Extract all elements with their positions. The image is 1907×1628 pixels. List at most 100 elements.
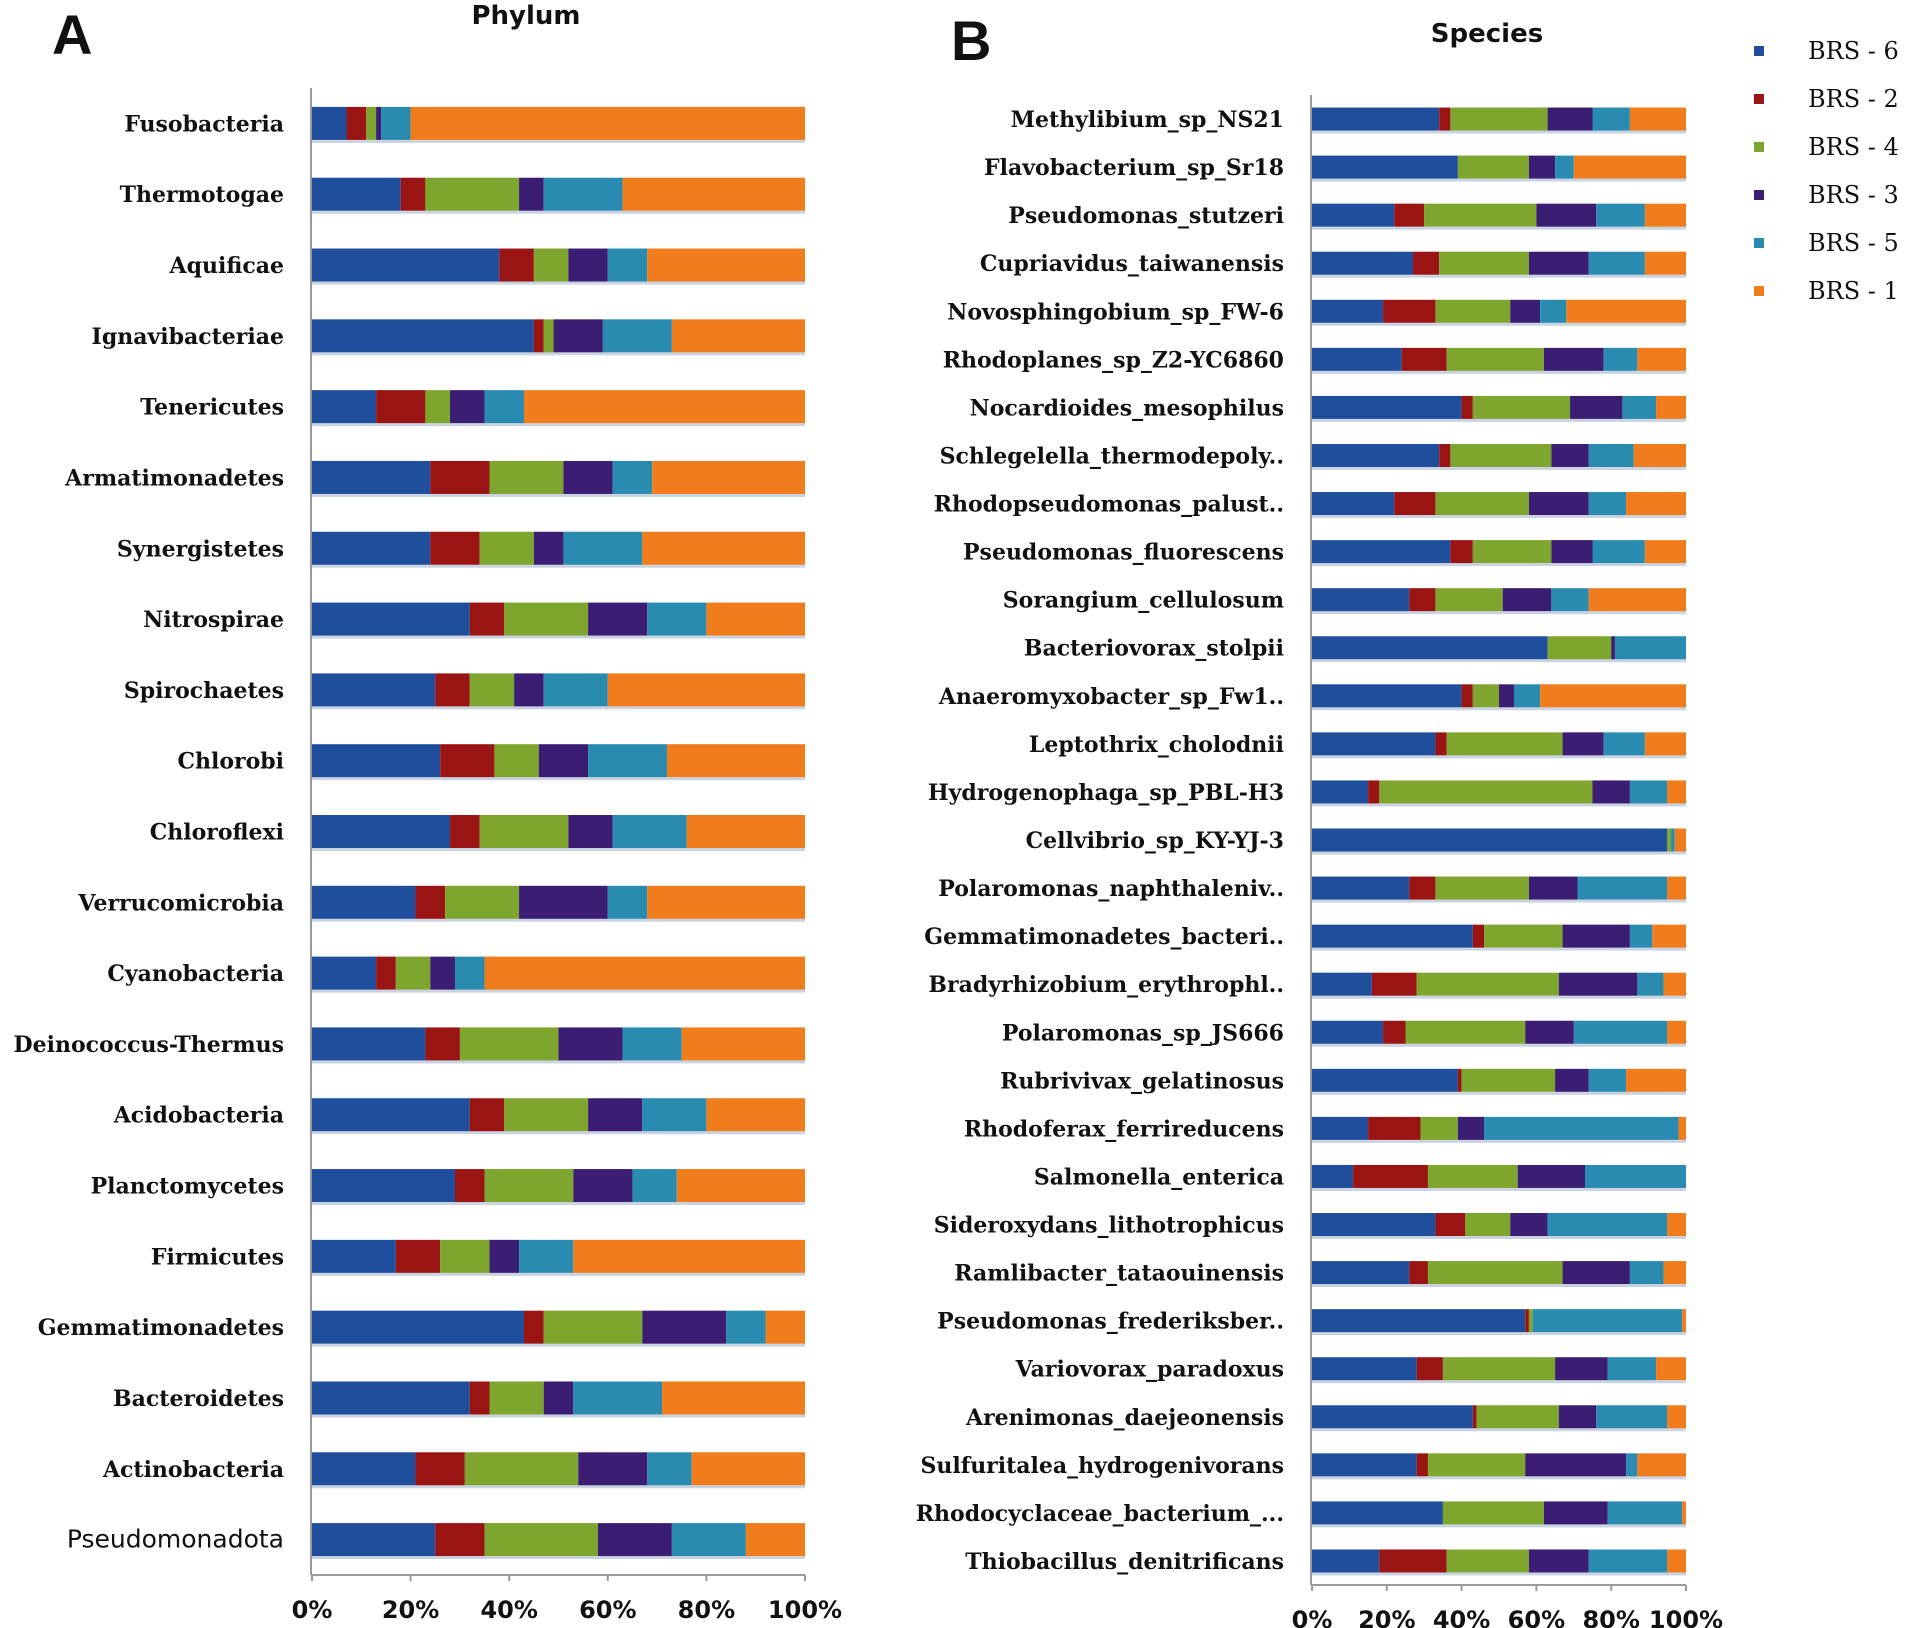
panel-b-bar-sideroxydans-lithotrophicus-brs-5 xyxy=(1547,1213,1668,1237)
panel-b-bar-flavobacterium-sp-sr18-brs-6 xyxy=(1312,155,1458,179)
legend-label-brs-4: BRS - 4 xyxy=(1808,133,1899,161)
panel-a-bar-chloroflexi-brs-2 xyxy=(450,815,480,848)
panel-a-bar-verrucomicrobia-brs-2 xyxy=(415,885,446,919)
panel-b-bar-sideroxydans-lithotrophicus-brs-1 xyxy=(1667,1213,1686,1237)
panel-a-bar-aquificae-brs-1 xyxy=(647,248,805,282)
panel-b-bar-schlegelella-thermodepoly-brs-4 xyxy=(1450,443,1552,467)
panel-b-bar-bradyrhizobium-erythrophl-brs-3 xyxy=(1558,972,1638,996)
panel-a-bar-armatimonadetes-brs-6 xyxy=(312,460,431,494)
panel-a-bar-shadow xyxy=(312,564,805,568)
panel-a-bar-acidobacteria-brs-6 xyxy=(312,1098,470,1132)
panel-a-bar-shadow xyxy=(312,1202,805,1206)
panel-b-bar-shadow xyxy=(1312,851,1686,855)
panel-b-tick-label: 40% xyxy=(1433,1606,1490,1628)
panel-a-bar-pseudomonadota-brs-1 xyxy=(745,1523,805,1557)
panel-b-bar-pseudomonas-stutzeri-brs-6 xyxy=(1312,203,1395,227)
panel-a-bar-shadow xyxy=(312,139,805,143)
panel-a-bar-acidobacteria-brs-5 xyxy=(642,1098,707,1132)
panel-a-bar-chloroflexi-brs-3 xyxy=(568,815,613,848)
panel-b-bar-gemmatimonadetes-bacteri-brs-4 xyxy=(1484,924,1563,948)
panel-a-bar-pseudomonadota-brs-3 xyxy=(597,1523,672,1557)
panel-a-bar-actinobacteria-brs-5 xyxy=(647,1452,692,1486)
panel-a-bar-armatimonadetes-brs-5 xyxy=(612,460,653,494)
panel-a-category-label: Verrucomicrobia xyxy=(77,890,284,916)
panel-b-bar-shadow xyxy=(1312,418,1686,422)
panel-a-bar-acidobacteria-brs-4 xyxy=(504,1098,589,1132)
panel-b-category-label: Sideroxydans_lithotrophicus xyxy=(934,1213,1284,1239)
panel-b-bar-bradyrhizobium-erythrophl-brs-2 xyxy=(1371,972,1417,996)
panel-b-bar-shadow xyxy=(1312,515,1686,519)
panel-b-bar-shadow xyxy=(1312,611,1686,615)
panel-a-bar-spirochaetes-brs-6 xyxy=(312,673,436,707)
panel-a-bar-fusobacteria-brs-5 xyxy=(381,106,411,140)
panel-a-bar-bacteroidetes-brs-1 xyxy=(662,1381,805,1415)
panel-a-bar-deinococcus-thermus-brs-6 xyxy=(312,1027,426,1061)
panel-a-bar-synergistetes-brs-3 xyxy=(533,531,564,565)
panel-a-bar-deinococcus-thermus-brs-3 xyxy=(558,1027,623,1061)
panel-b-bar-thiobacillus-denitrificans-brs-1 xyxy=(1667,1549,1686,1573)
panel-a-bar-verrucomicrobia-brs-5 xyxy=(607,885,648,919)
panel-a-bar-chloroflexi-brs-5 xyxy=(612,815,687,848)
panel-a-bar-spirochaetes-brs-4 xyxy=(469,673,515,707)
panel-a-bar-shadow xyxy=(312,1060,805,1064)
panel-b-bar-variovorax-paradoxus-brs-3 xyxy=(1555,1357,1608,1381)
panel-a-category-label: Ignavibacteriae xyxy=(92,324,284,350)
panel-b-bar-polaromonas-sp-js666-brs-5 xyxy=(1573,1020,1668,1044)
panel-b-bar-sorangium-cellulosum-brs-2 xyxy=(1409,588,1436,612)
panel-b-bar-pseudomonas-fluorescens-brs-2 xyxy=(1450,540,1473,564)
panel-a-bar-cyanobacteria-brs-3 xyxy=(430,956,455,990)
panel-a-tick-label: 80% xyxy=(678,1596,735,1624)
panel-a-bar-armatimonadetes-brs-3 xyxy=(563,460,613,494)
panel-b-bar-nocardioides-mesophilus-brs-3 xyxy=(1570,395,1623,419)
panel-b-bar-rhodoferax-ferrireducens-brs-4 xyxy=(1420,1116,1458,1140)
panel-a-tick-label: 20% xyxy=(382,1596,439,1624)
panel-a-bar-planctomycetes-brs-3 xyxy=(573,1169,633,1203)
panel-b-bar-polaromonas-naphthaleniv-brs-1 xyxy=(1667,876,1686,900)
panel-b-bar-shadow xyxy=(1312,1284,1686,1288)
panel-b-bar-flavobacterium-sp-sr18-brs-3 xyxy=(1528,155,1556,179)
panel-a-category-label: Fusobacteria xyxy=(124,111,284,137)
panel-a-bar-armatimonadetes-brs-4 xyxy=(489,460,564,494)
panel-b-bar-bacteriovorax-stolpii-brs-3 xyxy=(1611,636,1615,660)
panel-b-bar-rhodocyclaceae-bacterium-brs-6 xyxy=(1312,1501,1443,1525)
panel-a-bar-tenericutes-brs-3 xyxy=(450,390,485,424)
panel-b-bar-thiobacillus-denitrificans-brs-5 xyxy=(1588,1549,1668,1573)
panel-a-bar-aquificae-brs-6 xyxy=(312,248,500,282)
panel-a-bar-actinobacteria-brs-3 xyxy=(578,1452,648,1486)
panel-a-bar-spirochaetes-brs-2 xyxy=(435,673,470,707)
panel-b-bar-polaromonas-naphthaleniv-brs-6 xyxy=(1312,876,1410,900)
panel-b-bar-ramlibacter-tataouinensis-brs-2 xyxy=(1409,1261,1428,1285)
panel-a-bar-nitrospirae-brs-6 xyxy=(312,602,470,636)
panel-b-category-label: Cellvibrio_sp_KY-YJ-3 xyxy=(1026,828,1284,854)
panel-b-bar-hydrogenophaga-sp-pbl-h3-brs-4 xyxy=(1379,780,1593,804)
legend-swatch-brs-1 xyxy=(1754,286,1764,296)
panel-b-bar-hydrogenophaga-sp-pbl-h3-brs-1 xyxy=(1667,780,1686,804)
legend-label-brs-6: BRS - 6 xyxy=(1808,37,1899,65)
panel-b-bar-shadow xyxy=(1312,226,1686,230)
panel-b-bar-shadow xyxy=(1312,803,1686,807)
panel-a-category-label: Chlorobi xyxy=(177,749,284,775)
panel-b-bar-ramlibacter-tataouinensis-brs-6 xyxy=(1312,1261,1410,1285)
panel-a-bar-bacteroidetes-brs-3 xyxy=(543,1381,574,1415)
panel-b-category-label: Cupriavidus_taiwanensis xyxy=(980,251,1284,277)
panel-b-bar-anaeromyxobacter-sp-fw1-brs-3 xyxy=(1499,684,1514,708)
panel-a-bar-thermotogae-brs-2 xyxy=(400,177,426,211)
panel-a-bar-synergistetes-brs-5 xyxy=(563,531,643,565)
panel-b-bar-cellvibrio-sp-ky-yj-3-brs-6 xyxy=(1312,828,1668,852)
panel-a-bar-area xyxy=(312,106,805,1560)
panel-a-bar-bacteroidetes-brs-5 xyxy=(573,1381,663,1415)
panel-a-bar-planctomycetes-brs-1 xyxy=(676,1169,805,1203)
panel-b-bar-pseudomonas-stutzeri-brs-5 xyxy=(1596,203,1645,227)
panel-b-bar-novosphingobium-sp-fw-6-brs-2 xyxy=(1383,299,1436,323)
panel-b-bar-area xyxy=(1312,107,1686,1576)
panel-a-bar-actinobacteria-brs-2 xyxy=(415,1452,465,1486)
legend-swatch-brs-2 xyxy=(1754,94,1764,104)
panel-a-bar-verrucomicrobia-brs-3 xyxy=(519,885,608,919)
panel-a-bar-synergistetes-brs-6 xyxy=(312,531,431,565)
panel-b-bar-anaeromyxobacter-sp-fw1-brs-6 xyxy=(1312,684,1462,708)
panel-a-bar-gemmatimonadetes-brs-2 xyxy=(523,1310,544,1344)
panel-a-category-label: Synergistetes xyxy=(117,536,284,562)
legend-label-brs-5: BRS - 5 xyxy=(1808,229,1899,257)
panel-b-bar-pseudomonas-frederiksber-brs-4 xyxy=(1528,1309,1533,1333)
panel-b-bar-sorangium-cellulosum-brs-1 xyxy=(1588,588,1686,612)
